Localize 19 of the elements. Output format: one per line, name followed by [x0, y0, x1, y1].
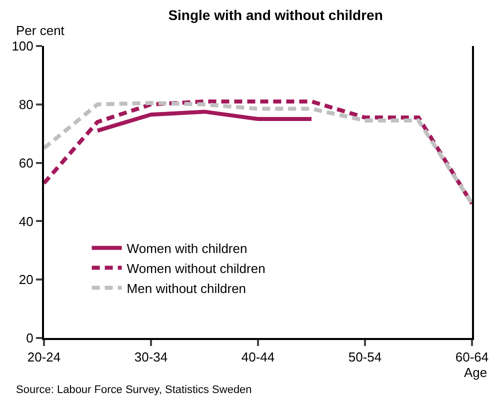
y-tick-label: 0: [26, 330, 34, 346]
y-tick-label: 80: [18, 96, 34, 112]
y-tick-label: 20: [18, 272, 34, 288]
x-tick-label: 60-64: [455, 350, 489, 365]
y-axis-title: Per cent: [16, 23, 65, 38]
line-series: [96, 110, 314, 133]
x-tick-label: 40-44: [241, 350, 275, 365]
x-axis-title: Age: [464, 365, 488, 380]
y-tick-label: 60: [18, 155, 34, 170]
legend-label: Men without children: [126, 280, 246, 296]
legend-label: Women with children: [126, 240, 248, 256]
y-tick-label: 100: [12, 38, 34, 54]
chart-title: Single with and without children: [168, 7, 383, 24]
x-tick-label: 30-34: [134, 350, 168, 365]
x-tick-label: 50-54: [348, 350, 382, 365]
legend-label: Women without children: [126, 260, 266, 276]
x-tick-label: 20-24: [27, 350, 61, 365]
y-tick-label: 40: [18, 214, 34, 229]
source-note: Source: Labour Force Survey, Statistics Sweden: [16, 384, 252, 396]
